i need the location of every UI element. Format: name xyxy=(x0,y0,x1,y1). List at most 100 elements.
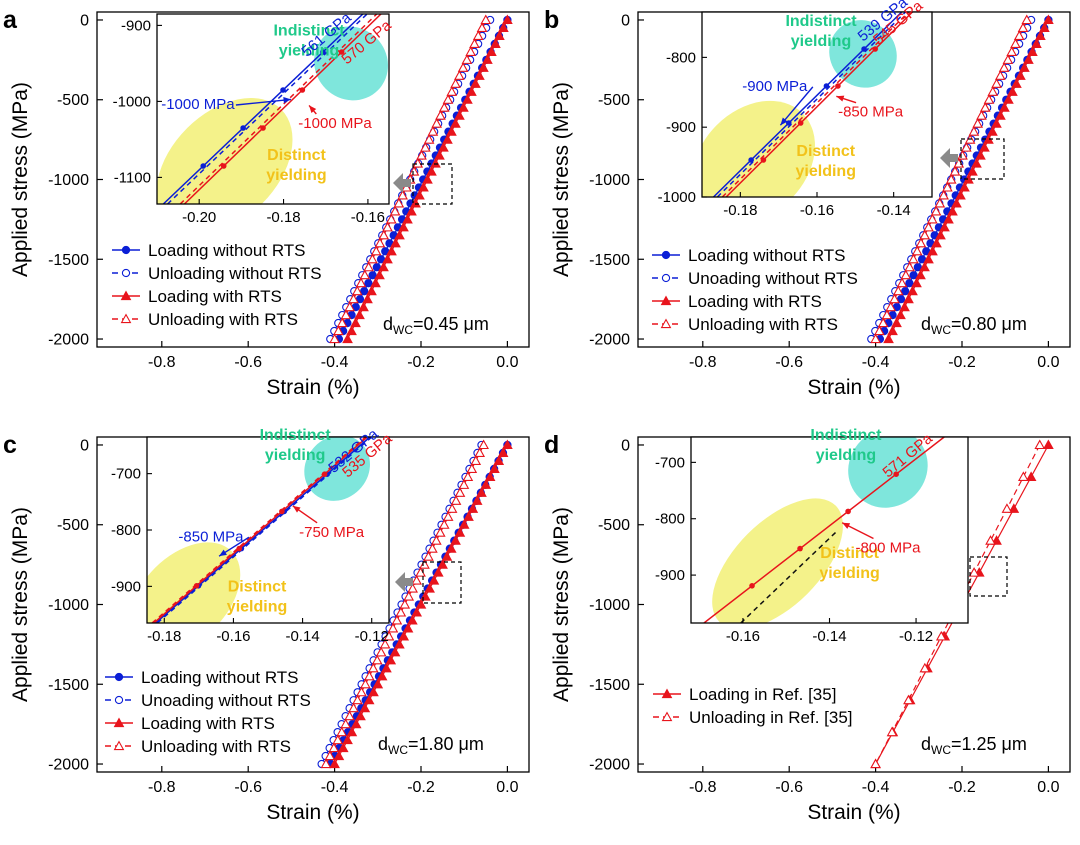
x-tick-label-b: -0.4 xyxy=(862,354,890,371)
data-point-b-2 xyxy=(975,150,986,160)
inset-y-tick-label-a: -1100 xyxy=(114,169,151,186)
x-axis-label-a: Strain (%) xyxy=(266,376,359,399)
inset-plot-area-b xyxy=(702,12,913,197)
data-point-c-3 xyxy=(427,543,438,553)
inset-x-tick-label-c: -0.14 xyxy=(285,628,319,645)
data-point-a-2 xyxy=(378,261,389,272)
data-point-b-2 xyxy=(935,229,946,240)
data-point-c-3 xyxy=(320,758,332,769)
data-point-c-3 xyxy=(356,686,367,697)
indistinct-label-2-c: yielding xyxy=(265,447,325,464)
inset-point-c-2 xyxy=(321,471,328,478)
data-point-c-3 xyxy=(379,638,391,649)
legend-c: Loading without RTS Unoading without RTS L… xyxy=(105,668,311,756)
data-point-c-3 xyxy=(332,734,344,745)
inset-x-tick-label-a: -0.16 xyxy=(351,209,385,226)
data-point-a-2 xyxy=(382,253,393,264)
inset-frame-a xyxy=(156,13,390,205)
inset-line-c-1 xyxy=(156,437,373,623)
panel-d: -0.8 -0.6 -0.4 -0.2 0.0 0 -500 -1000 -1500 -2000 S… xyxy=(544,427,1071,824)
inset-x-tick-label-c: -0.12 xyxy=(355,628,389,645)
inset-y-tick-label-c: -700 xyxy=(111,466,141,483)
data-point-a-3 xyxy=(329,333,340,344)
data-point-c-3 xyxy=(466,463,478,473)
data-point-c-3 xyxy=(423,551,434,561)
inset-y-tick-label-b: -1000 xyxy=(658,189,696,206)
distinct-label-2-d: yielding xyxy=(819,565,879,582)
data-point-a-2 xyxy=(402,213,413,224)
indistinct-label-b: Indistinct xyxy=(785,13,857,30)
data-point-c-2 xyxy=(355,710,366,721)
indistinct-region-a xyxy=(314,26,388,101)
data-point-d-1 xyxy=(1018,471,1029,481)
data-point-b-0 xyxy=(909,271,918,280)
data-point-b-3 xyxy=(1010,38,1021,48)
data-point-c-2 xyxy=(407,614,418,625)
data-point-c-3 xyxy=(478,439,489,450)
indistinct-label-2-d: yielding xyxy=(816,447,876,464)
data-point-b-3 xyxy=(889,293,900,304)
yield-label-red-d: -800 MPa xyxy=(855,540,921,557)
data-point-b-2 xyxy=(1023,54,1034,64)
inset-line-b-2 xyxy=(725,12,913,197)
data-point-c-3 xyxy=(462,471,474,481)
data-point-a-3 xyxy=(461,54,473,64)
inset-y-tick-label-b: -800 xyxy=(666,49,696,66)
data-point-b-3 xyxy=(1002,54,1014,64)
data-point-a-2 xyxy=(474,70,485,80)
x-tick-label-a: 0.0 xyxy=(496,354,518,371)
data-point-a-3 xyxy=(382,221,393,232)
data-point-a-3 xyxy=(446,86,458,96)
data-point-c-2 xyxy=(437,559,448,569)
inset-point-a-2 xyxy=(338,49,345,55)
legend-marker-c-3 xyxy=(113,740,125,751)
data-point-a-3 xyxy=(367,253,378,264)
data-point-c-3 xyxy=(383,630,395,641)
legend-label-b-2: Loading with RTS xyxy=(688,292,822,311)
inset-point-c-2 xyxy=(279,508,285,515)
data-point-b-2 xyxy=(891,317,902,328)
inset-y-tick-label-a: -1000 xyxy=(113,93,151,110)
yield-arrow-red-a-head xyxy=(309,105,317,114)
data-point-b-2 xyxy=(931,237,942,248)
data-point-c-2 xyxy=(441,551,453,561)
data-point-c-2 xyxy=(493,455,505,465)
inset-line-b-3 xyxy=(721,12,910,197)
data-point-b-3 xyxy=(1013,30,1025,40)
data-point-c-3 xyxy=(403,590,415,601)
data-point-a-3 xyxy=(401,181,412,192)
data-point-a-3 xyxy=(465,46,477,56)
x-tick-label-b: -0.6 xyxy=(775,354,803,371)
data-point-a-2 xyxy=(434,150,445,160)
data-point-a-0 xyxy=(368,271,377,280)
data-point-b-2 xyxy=(959,181,970,192)
data-point-a-2 xyxy=(374,269,385,280)
y-axis-label-b: Applied stress (MPa) xyxy=(550,82,573,277)
data-point-c-3 xyxy=(328,742,340,753)
data-point-c-2 xyxy=(415,598,427,609)
data-point-b-2 xyxy=(1039,22,1050,33)
indistinct-label-c: Indistinct xyxy=(260,427,332,444)
legend-marker-d-0 xyxy=(661,688,673,699)
yield-arrow-red-d-head xyxy=(842,522,851,529)
inset-x-tick-label-c: -0.16 xyxy=(216,628,250,645)
data-point-a-3 xyxy=(348,293,359,304)
panel-letter-a: a xyxy=(3,6,18,34)
data-point-b-3 xyxy=(938,189,949,200)
data-point-c-2 xyxy=(342,734,353,745)
zoom-arrow-icon-a xyxy=(393,173,411,193)
data-point-a-3 xyxy=(442,94,454,104)
data-point-a-3 xyxy=(431,118,442,128)
data-point-a-2 xyxy=(462,94,473,104)
grain-size-label-d: dWC=1.25 μm xyxy=(921,734,1027,757)
data-point-b-3 xyxy=(919,229,931,240)
data-point-c-3 xyxy=(395,606,407,617)
data-point-a-3 xyxy=(412,158,424,168)
data-point-c-2 xyxy=(350,718,362,729)
data-point-b-3 xyxy=(945,173,957,184)
y-tick-label-a: -1000 xyxy=(48,172,89,189)
legend-marker-b-0 xyxy=(661,250,671,260)
data-point-a-3 xyxy=(370,245,382,256)
legend-label-c-2: Loading with RTS xyxy=(141,714,275,733)
legend-label-c-3: Unloading with RTS xyxy=(141,737,291,756)
